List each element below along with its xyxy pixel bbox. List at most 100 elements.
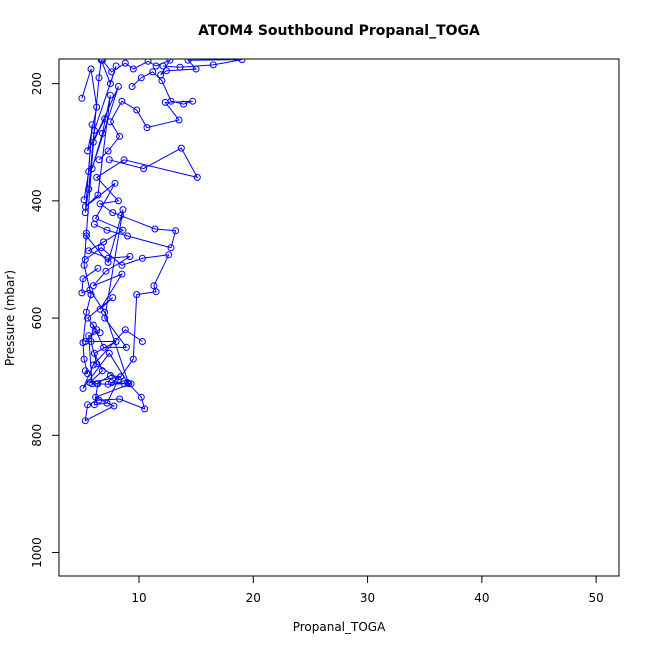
data-point [102,267,110,275]
data-point [79,339,87,347]
data-point [129,65,137,73]
x-tick-label: 20 [246,591,261,605]
data-point [125,380,133,388]
data-point [96,200,104,208]
data-point [124,232,132,240]
data-point [138,338,146,345]
data-point [89,282,97,290]
data-point [167,244,175,252]
data-point [82,308,90,316]
data-point [161,98,169,106]
data-point [106,80,114,88]
data-point [79,275,87,283]
y-tick-label: 600 [30,307,44,330]
data-point [79,384,87,392]
data-point [95,396,103,404]
data-point [87,338,95,345]
data-point [108,68,116,76]
data-point [144,59,152,65]
data-point [80,261,88,269]
data-point [95,74,103,82]
data-point [106,91,114,99]
series-line-3 [94,147,199,249]
data-point [172,227,180,235]
data-point [152,62,160,70]
data-point [114,83,122,90]
x-axis: 10 20 30 40 50 [131,575,604,605]
data-point [112,338,120,345]
series-group [78,59,246,425]
data-point [109,209,117,217]
data-point [81,209,89,217]
data-point [98,129,106,137]
data-point [88,121,96,129]
data-point [81,367,89,375]
data-point [108,379,116,387]
data-point [151,225,159,233]
data-point [78,289,86,297]
y-tick-label: 800 [30,424,44,447]
data-point [89,321,97,329]
data-point [150,282,158,290]
data-point [87,291,95,299]
data-point [90,127,98,134]
data-point [129,355,137,363]
data-point [94,264,102,272]
series-line-4 [81,247,170,385]
data-point [118,97,126,105]
data-point [111,179,119,187]
data-point [116,395,124,403]
y-tick-label: 200 [30,72,44,95]
data-point [85,185,93,193]
data-point [120,156,128,164]
data-point [104,258,112,266]
data-point [103,226,111,234]
data-point [121,59,129,67]
data-point [133,291,141,299]
data-point [114,376,122,384]
y-tick-label: 400 [30,189,44,212]
data-point [119,206,127,214]
data-point [110,402,118,410]
data-point [88,380,96,388]
data-point [143,124,151,132]
x-tick-label: 30 [360,591,375,605]
data-point [86,286,94,294]
series-line-2 [98,71,193,161]
data-point [238,59,246,64]
data-point [109,294,117,302]
data-point [121,326,129,334]
data-point [141,405,149,413]
data-point [98,59,106,64]
data-point [97,244,105,252]
data-point [106,118,114,126]
data-point [90,220,98,228]
data-point [140,165,148,173]
data-point [116,132,124,140]
y-tick-label: 1000 [30,537,44,568]
data-point [81,417,89,425]
data-point [165,251,173,259]
data-point [100,238,108,246]
data-point [149,68,157,76]
data-point [157,71,165,79]
data-point [133,106,141,114]
data-point [184,59,192,64]
plot-area-border [58,58,620,577]
data-point [93,360,101,368]
data-point [96,329,104,337]
data-point [176,63,184,71]
data-point [152,288,160,296]
data-point [105,349,113,357]
data-point [159,62,167,70]
data-point [85,332,93,340]
data-point [114,197,122,205]
x-tick-label: 40 [474,591,489,605]
data-point [100,343,108,351]
x-tick-label: 50 [589,591,604,605]
data-point [166,59,174,64]
data-point [189,97,197,105]
data-point [120,380,128,388]
data-point [118,270,126,278]
